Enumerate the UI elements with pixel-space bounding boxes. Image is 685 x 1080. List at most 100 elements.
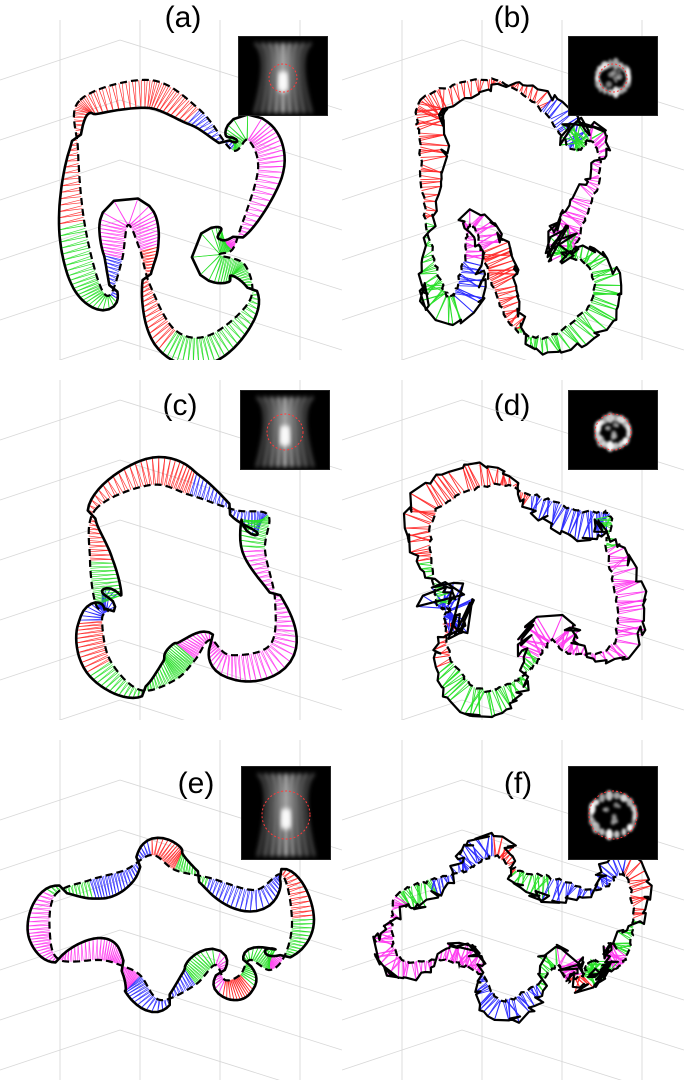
panel-e: (e) bbox=[0, 720, 342, 1080]
ribbon-hairline bbox=[440, 647, 449, 654]
intensity-inset bbox=[568, 390, 658, 470]
ribbon-hairline bbox=[110, 944, 117, 962]
ribbon-hairline bbox=[435, 295, 447, 321]
ribbon-hairline bbox=[507, 316, 519, 321]
ribbon-hairline bbox=[500, 686, 511, 704]
ribbon-hairline bbox=[189, 959, 206, 975]
ribbon-hairline bbox=[240, 279, 252, 282]
ribbon-hairline bbox=[502, 473, 508, 486]
ribbon-hairline bbox=[240, 974, 256, 987]
ribbon-hairline bbox=[158, 839, 169, 858]
ribbon-hairline bbox=[117, 872, 123, 892]
ribbon-hairline bbox=[78, 883, 82, 897]
ribbon-hairline bbox=[236, 976, 250, 995]
ribbon-hairline bbox=[113, 948, 120, 963]
ribbon-hairline bbox=[572, 197, 592, 203]
ribbon-hairline bbox=[41, 950, 53, 958]
ribbon-hairline bbox=[163, 844, 179, 863]
ribbon-hairline bbox=[485, 254, 512, 266]
ribbon-hairline bbox=[242, 971, 257, 979]
ribbon-hairline bbox=[161, 842, 176, 861]
ribbon-hairline bbox=[457, 285, 486, 288]
ribbon-hairline bbox=[456, 83, 461, 102]
ribbon-hairline bbox=[167, 847, 182, 866]
ribbon-hairline bbox=[171, 850, 183, 869]
ribbon-hairline bbox=[104, 258, 121, 266]
ribbon-hairline bbox=[449, 295, 462, 320]
ribbon-hairline bbox=[523, 991, 535, 1007]
ribbon-hairline bbox=[77, 644, 105, 653]
ribbon-hairline bbox=[71, 885, 75, 896]
ribbon-hairline bbox=[153, 676, 157, 689]
central-lobe bbox=[280, 424, 290, 448]
ribbon-hairline bbox=[379, 947, 395, 965]
ribbon-hairline bbox=[73, 115, 86, 118]
ribbon-hairline bbox=[239, 312, 252, 325]
ribbon-hairline bbox=[626, 861, 642, 879]
ribbon-hairline bbox=[515, 997, 530, 1012]
grid-line bbox=[0, 219, 342, 291]
ribbon-hairline bbox=[550, 504, 562, 525]
ribbon-hairline bbox=[415, 961, 420, 977]
ribbon-hairline bbox=[89, 544, 108, 547]
ribbon-hairline bbox=[123, 870, 129, 887]
ribbon-hairline bbox=[590, 168, 600, 174]
edge-curve bbox=[26, 836, 316, 1014]
ribbon-hairline bbox=[247, 208, 265, 213]
ribbon-hairline bbox=[136, 992, 152, 1006]
speckle bbox=[630, 804, 637, 812]
ribbon-hairline bbox=[408, 538, 432, 543]
ribbon-hairline bbox=[286, 877, 299, 885]
ribbon-hairline bbox=[134, 462, 144, 487]
ribbon-hairline bbox=[479, 991, 492, 1005]
ribbon-hairline bbox=[222, 884, 232, 903]
ribbon-hairline bbox=[494, 688, 503, 714]
ribbon-hairline bbox=[567, 324, 587, 346]
ribbon-hairline bbox=[220, 257, 228, 284]
ribbon-hairline bbox=[291, 905, 313, 909]
ribbon-hairline bbox=[242, 970, 257, 976]
ribbon-hairline bbox=[234, 978, 246, 998]
ribbon-hairline bbox=[549, 101, 563, 119]
ribbon-hairline bbox=[416, 605, 444, 609]
ribbon-hairline bbox=[497, 295, 519, 300]
ribbon-hairline bbox=[593, 131, 606, 144]
ribbon-hairline bbox=[252, 191, 275, 196]
ribbon-hairline bbox=[579, 183, 593, 199]
ribbon-hairline bbox=[174, 101, 192, 118]
ribbon-hairline bbox=[111, 946, 119, 963]
ribbon-hairline bbox=[240, 654, 246, 682]
ribbon-hairline bbox=[526, 648, 535, 664]
ribbon-hairline bbox=[202, 481, 208, 500]
panel-f: (f) bbox=[342, 720, 684, 1080]
ribbon-hairline bbox=[101, 246, 124, 253]
ribbon-hairline bbox=[233, 118, 247, 140]
ribbon-hairline bbox=[275, 611, 290, 615]
ribbon-hairline bbox=[290, 895, 310, 902]
ribbon-hairline bbox=[199, 631, 207, 643]
ribbon-hairline bbox=[608, 547, 625, 556]
ribbon-hairline bbox=[109, 676, 123, 692]
ribbon-hairline bbox=[241, 519, 269, 526]
ribbon-hairline bbox=[44, 952, 54, 960]
ribbon-hairline bbox=[62, 174, 80, 180]
ribbon-hairline bbox=[180, 856, 185, 873]
ribbon-hairline bbox=[268, 645, 291, 663]
ribbon-hairline bbox=[230, 979, 238, 1001]
ribbon-hairline bbox=[287, 881, 302, 889]
ribbon-hairline bbox=[405, 961, 409, 978]
ribbon-hairline bbox=[124, 968, 132, 983]
ribbon-hairline bbox=[241, 973, 257, 983]
ribbon-hairline bbox=[245, 214, 261, 218]
ribbon-hairline bbox=[115, 84, 120, 110]
ribbon-hairline bbox=[587, 181, 599, 189]
ribbon-hairline bbox=[613, 942, 631, 945]
ribbon-hairline bbox=[169, 849, 183, 868]
ribbon-hairline bbox=[557, 629, 581, 646]
ribbon-hairline bbox=[287, 881, 302, 887]
ribbon-hairline bbox=[129, 465, 137, 489]
panel-a: (a) bbox=[0, 0, 342, 360]
ribbon-hairline bbox=[130, 211, 154, 227]
ribbon-hairline bbox=[419, 132, 445, 136]
ribbon-hairline bbox=[38, 895, 53, 900]
